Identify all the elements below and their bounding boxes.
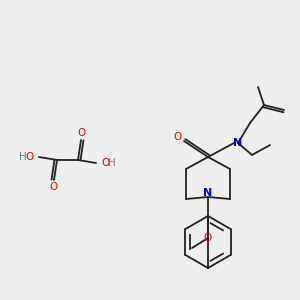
Text: H: H <box>19 152 27 162</box>
Text: O: O <box>77 128 85 138</box>
Text: H: H <box>108 158 116 168</box>
Text: N: N <box>203 188 213 198</box>
Text: O: O <box>204 233 212 243</box>
Text: O: O <box>174 132 182 142</box>
Text: O: O <box>26 152 34 162</box>
Text: O: O <box>101 158 109 168</box>
Text: N: N <box>233 138 243 148</box>
Text: O: O <box>50 182 58 192</box>
